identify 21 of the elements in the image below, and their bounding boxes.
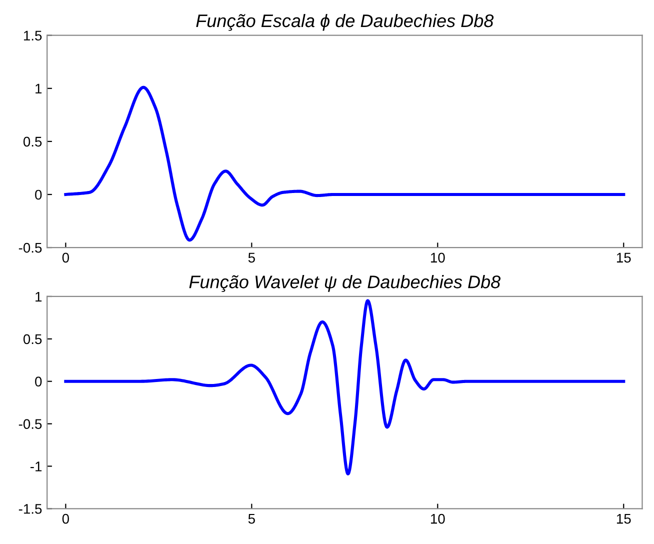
- y-tick-label: -1: [30, 462, 42, 472]
- x-tick-label: 5: [248, 252, 255, 263]
- y-tick-label: -0.5: [18, 242, 42, 253]
- x-tick-label: 0: [62, 514, 70, 524]
- y-tick-label: 0: [35, 376, 42, 387]
- chart-title: Função Escala ϕ de Daubechies Db8: [196, 14, 494, 31]
- y-tick-label: 0: [35, 190, 42, 200]
- y-tick-label: 1.5: [24, 30, 42, 41]
- y-tick-label: -1.5: [18, 504, 42, 514]
- x-tick-label: 10: [430, 252, 445, 263]
- chart-title: Função Wavelet ψ de Daubechies Db8: [189, 275, 501, 292]
- x-tick-label: 0: [62, 252, 70, 263]
- y-tick-label: -0.5: [18, 419, 42, 429]
- x-tick-label: 15: [616, 252, 631, 263]
- y-tick-label: 1: [36, 292, 42, 302]
- y-tick-label: 1: [36, 84, 42, 94]
- x-tick-label: 5: [248, 514, 255, 524]
- x-tick-label: 10: [430, 514, 445, 524]
- y-tick-label: 0.5: [23, 334, 42, 344]
- x-tick-label: 15: [616, 514, 631, 524]
- y-tick-label: 0.5: [23, 136, 42, 147]
